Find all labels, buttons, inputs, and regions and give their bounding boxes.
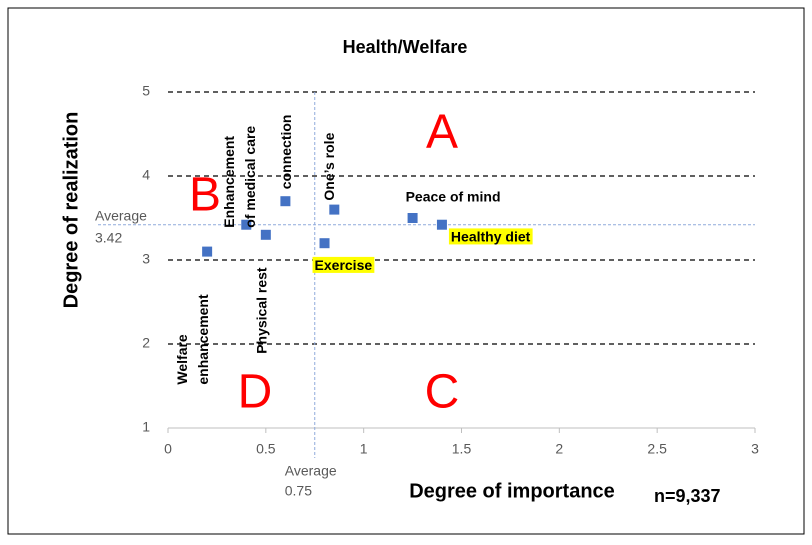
point-label-text: Physical rest (254, 267, 270, 354)
y-tick-label: 1 (142, 419, 150, 435)
point-label: connection (278, 115, 294, 190)
quadrant-letter: C (425, 366, 460, 419)
point-label-text: Peace of mind (406, 189, 501, 205)
point-label: Healthy diet (448, 228, 533, 245)
point-label-text: Enhancement (221, 136, 237, 228)
x-average-value: 0.75 (285, 483, 312, 499)
point (241, 219, 252, 230)
y-tick-label: 5 (142, 83, 150, 99)
frame (7, 7, 805, 535)
label-highlight (312, 256, 375, 273)
point-label: Exercise (312, 256, 375, 273)
point-label: One’s role (321, 132, 337, 200)
point-label-text: enhancement (195, 294, 211, 385)
x-tick-label: 0 (164, 441, 172, 457)
point-label-text: connection (278, 115, 294, 190)
y-average-value: 3.42 (95, 229, 122, 245)
y-tick-label: 2 (142, 335, 150, 351)
y-tick-label: 3 (142, 251, 150, 267)
quadrant-letter: D (238, 366, 273, 419)
point (280, 196, 291, 207)
quadrant-letter: B (189, 169, 221, 222)
x-tick-label: 1 (360, 441, 368, 457)
point-label-text: One’s role (321, 132, 337, 200)
point (436, 219, 447, 230)
point-label-text: Exercise (315, 257, 373, 273)
x-tick-label: 2.5 (647, 441, 667, 457)
point-label-text: of medical care (242, 126, 258, 228)
quadrant-letter: A (426, 106, 458, 159)
x-tick-label: 0.5 (256, 441, 276, 457)
point-label-text: Welfare (174, 334, 190, 385)
y-axis-label: Degree of realization (60, 112, 82, 309)
x-tick-label: 3 (751, 441, 759, 457)
point-label: Welfare enhancement (174, 294, 211, 385)
point-label: Physical rest (254, 267, 270, 354)
point (202, 246, 213, 257)
x-axis-label: Degree of importance (409, 480, 615, 502)
label-highlight (448, 228, 533, 245)
x-average-label: Average (285, 463, 337, 479)
point (407, 213, 418, 223)
point (319, 238, 330, 249)
point-label: Enhancement of medical care (221, 126, 258, 228)
point-label: Peace of mind (406, 189, 501, 205)
point (260, 229, 271, 240)
point (329, 204, 340, 215)
y-average-label: Average (95, 207, 147, 223)
point-label-text: Healthy diet (451, 228, 531, 244)
x-tick-label: 2 (555, 441, 563, 457)
y-tick-label: 4 (142, 167, 150, 183)
chart-title: Health/Welfare (343, 37, 468, 57)
x-tick-label: 1.5 (452, 441, 472, 457)
sample-size: n=9,337 (654, 486, 721, 506)
